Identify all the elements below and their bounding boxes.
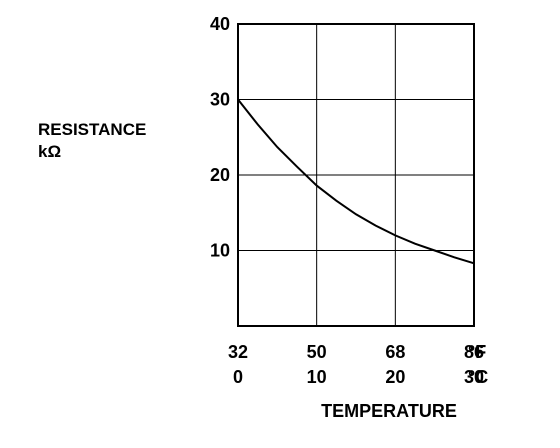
resistance-curve	[237, 98, 475, 265]
plot-frame	[237, 23, 475, 327]
grid	[237, 23, 475, 326]
x-tick-label-f-0: 32	[228, 342, 248, 362]
x-tick-label-f-3: 86	[464, 342, 484, 362]
y-axis-label: RESISTANCE	[38, 120, 146, 139]
x-tick-label-c-2: 20	[385, 367, 405, 387]
x-unit-fahrenheit: °F	[468, 342, 486, 362]
y-tick-label-1: 20	[210, 165, 230, 185]
x-tick-label-c-1: 10	[307, 367, 327, 387]
y-axis-unit: kΩ	[38, 142, 61, 161]
x-tick-labels-fahrenheit: 32 50 68 86	[228, 342, 484, 362]
x-tick-label-f-2: 68	[385, 342, 405, 362]
y-tick-label-2: 30	[210, 90, 230, 110]
x-tick-labels-celsius: 0 10 20 30	[233, 367, 484, 387]
x-tick-label-c-3: 30	[464, 367, 484, 387]
x-unit-celsius: °C	[468, 367, 488, 387]
y-tick-labels: 10 20 30 40	[210, 14, 230, 261]
y-tick-label-3: 40	[210, 14, 230, 34]
x-tick-label-c-0: 0	[233, 367, 243, 387]
y-tick-label-0: 10	[210, 241, 230, 261]
x-tick-label-f-1: 50	[307, 342, 327, 362]
plot-border	[237, 23, 475, 327]
x-axis-label: TEMPERATURE	[321, 401, 457, 421]
